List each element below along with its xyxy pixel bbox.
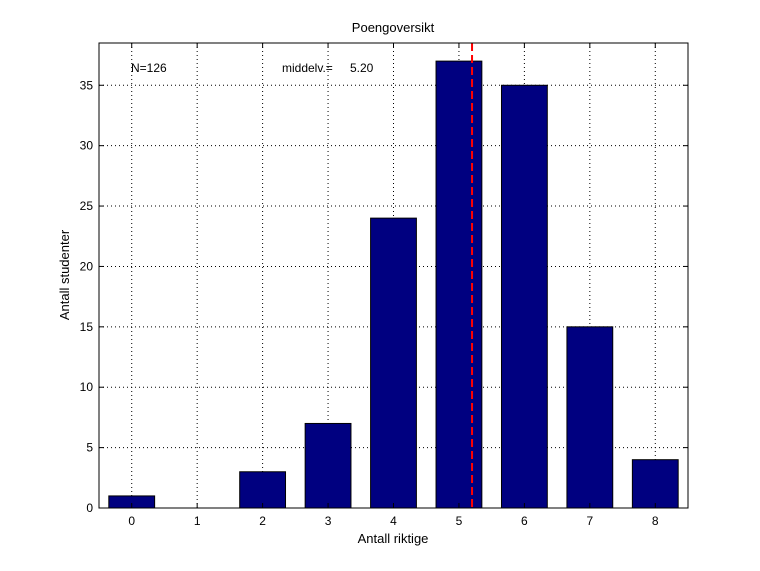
ticks: 0 1 2 3 4 5 6 7 8 0 5 10 15 20 25 30 35: [80, 43, 688, 528]
y-tick-label: 15: [80, 320, 94, 334]
y-tick-label: 0: [86, 501, 93, 515]
y-tick-label: 5: [86, 441, 93, 455]
bar-4: [370, 217, 417, 509]
x-tick-label: 1: [194, 514, 201, 528]
bar-3: [304, 422, 352, 509]
y-tick-label: 35: [80, 78, 94, 92]
bars: [108, 60, 679, 509]
bar-8: [631, 459, 679, 509]
y-tick-label: 10: [80, 380, 94, 394]
bar-7: [566, 326, 614, 509]
bar-6: [500, 84, 548, 509]
mean-value-annotation: 5.20: [350, 61, 374, 75]
y-tick-label: 25: [80, 199, 94, 213]
mean-label-annotation: middelv.=: [282, 61, 333, 75]
y-tick-label: 30: [80, 139, 94, 153]
x-tick-label: 8: [652, 514, 659, 528]
bar-2: [239, 471, 287, 509]
x-tick-label: 4: [390, 514, 397, 528]
x-axis-label: Antall riktige: [358, 531, 429, 546]
x-tick-label: 3: [325, 514, 332, 528]
y-tick-label: 20: [80, 259, 94, 273]
bar-5: [435, 60, 483, 509]
x-tick-label: 6: [521, 514, 528, 528]
x-tick-label: 7: [586, 514, 593, 528]
sample-size-annotation: N=126: [131, 61, 167, 75]
y-axis-label: Antall studenter: [57, 229, 72, 320]
x-tick-label: 5: [456, 514, 463, 528]
x-tick-label: 0: [128, 514, 135, 528]
chart-title: Poengoversikt: [352, 20, 435, 35]
x-tick-label: 2: [259, 514, 266, 528]
